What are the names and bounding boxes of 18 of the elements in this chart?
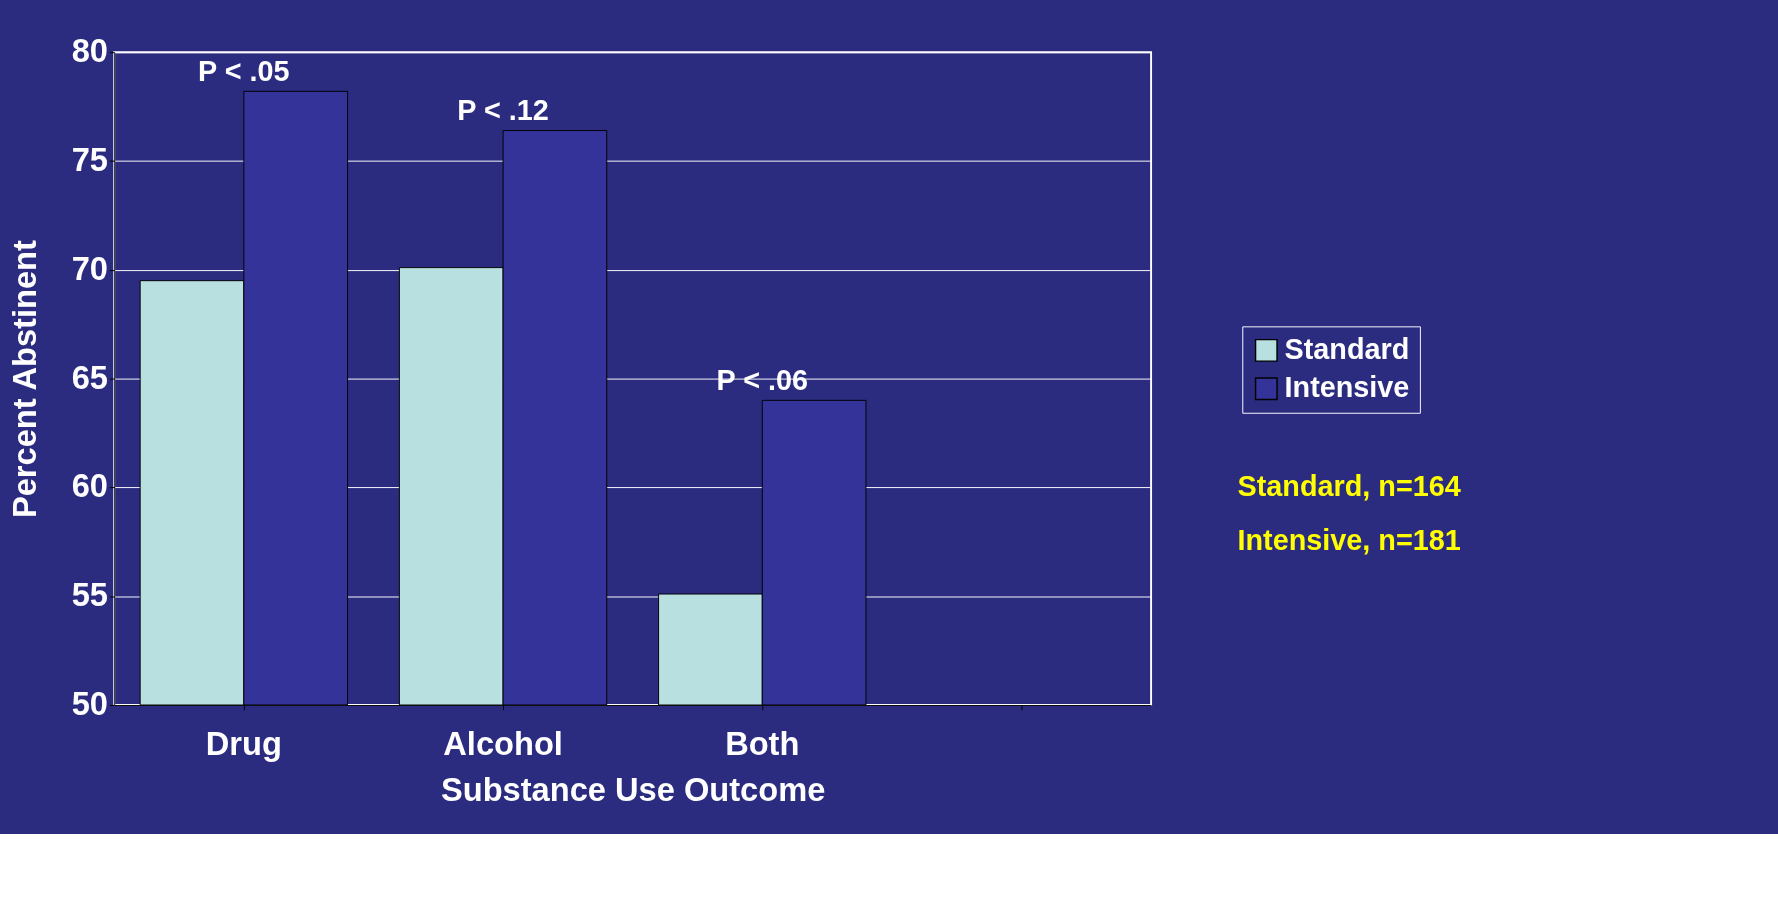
y-tick-label: 75: [71, 141, 108, 179]
x-tick-label: Drug: [205, 725, 282, 763]
y-tick-label: 50: [71, 685, 108, 723]
x-axis-title: Substance Use Outcome: [440, 771, 826, 809]
text: Intensive, n=181: [1237, 524, 1461, 557]
y-tick-label: 65: [71, 358, 108, 396]
y-tick-label: 80: [71, 32, 108, 70]
y-tick-label: 70: [71, 249, 108, 287]
annotation: P < .12: [457, 93, 549, 126]
annotation: P < .05: [198, 54, 290, 87]
y-tick-label: 60: [71, 467, 108, 505]
text: Standard, n=164: [1237, 470, 1461, 503]
y-tick-label: 55: [71, 576, 108, 614]
legend-label: Intensive: [1284, 371, 1410, 404]
x-tick-label: Both: [725, 725, 800, 763]
y-axis-title: Percent Abstinent: [6, 239, 44, 519]
x-tick-label: Alcohol: [443, 725, 563, 763]
legend-label: Standard: [1284, 333, 1410, 366]
